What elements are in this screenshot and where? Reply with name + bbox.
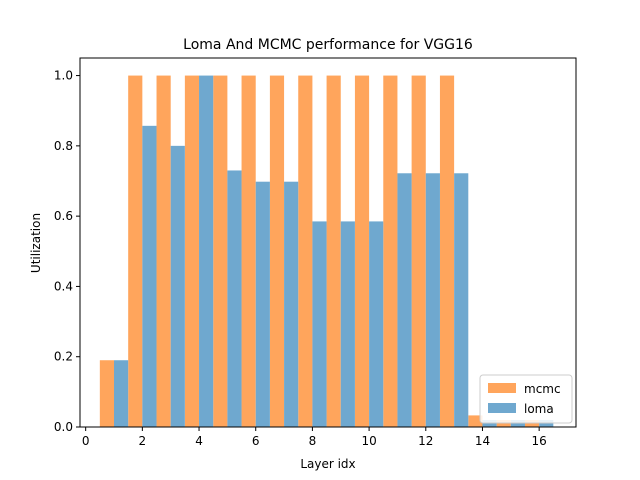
y-axis-label: Utilization	[29, 213, 43, 273]
bar-mcmc-8	[298, 75, 313, 427]
bars-group	[99, 75, 554, 428]
axes-frame	[79, 57, 577, 428]
bar-mcmc-6	[241, 75, 256, 427]
bar-mcmc-9	[326, 75, 341, 427]
x-tick-label: 16	[532, 434, 547, 448]
bar-mcmc-14	[468, 415, 483, 427]
bar-loma-3	[170, 145, 185, 428]
x-ticks: 0 2 4 6 8 10 12 14 16	[82, 427, 547, 448]
bar-loma-4	[199, 75, 214, 427]
x-tick-label: 4	[195, 434, 203, 448]
bar-loma-5	[227, 170, 242, 427]
bar-loma-11	[397, 173, 412, 427]
x-tick-label: 10	[361, 434, 376, 448]
x-tick-label: 6	[252, 434, 260, 448]
y-tick-label: 0.8	[54, 139, 73, 153]
bar-loma-9	[340, 221, 355, 427]
bar-mcmc-11	[383, 75, 398, 427]
legend-label-loma: loma	[524, 402, 554, 416]
bar-mcmc-10	[354, 75, 370, 427]
bar-mcmc-5	[213, 75, 228, 427]
bar-mcmc-3	[156, 75, 171, 427]
bar-mcmc-12	[411, 75, 426, 427]
x-tick-label: 12	[418, 434, 433, 448]
y-tick-label: 0.2	[54, 350, 73, 364]
x-tick-label: 8	[309, 434, 317, 448]
bar-mcmc-2	[128, 75, 143, 427]
bar-mcmc-7	[269, 75, 285, 427]
x-axis-label: Layer idx	[300, 457, 355, 471]
bar-mcmc-13	[439, 75, 455, 427]
y-tick-label: 0.6	[54, 209, 73, 223]
x-tick-label: 14	[475, 434, 490, 448]
y-ticks: 0.0 0.2 0.4 0.6 0.8 1.0	[54, 69, 80, 434]
bar-loma-10	[369, 221, 384, 427]
x-tick-label: 0	[82, 434, 90, 448]
bar-loma-1	[114, 360, 129, 427]
y-tick-label: 0.4	[54, 279, 73, 293]
y-tick-label: 1.0	[54, 69, 73, 83]
legend-label-mcmc: mcmc	[524, 382, 561, 396]
legend: mcmc loma	[479, 374, 573, 424]
legend-swatch-loma	[488, 403, 516, 413]
chart-title: Loma And MCMC performance for VGG16	[183, 37, 473, 53]
bar-mcmc-1	[99, 360, 115, 427]
bar-loma-13	[454, 173, 469, 427]
legend-swatch-mcmc	[488, 383, 516, 393]
bar-loma-2	[142, 125, 157, 427]
bar-loma-6	[255, 181, 270, 427]
bar-loma-8	[312, 221, 327, 427]
bar-mcmc-4	[184, 75, 200, 427]
bar-loma-12	[425, 173, 440, 427]
x-tick-label: 2	[139, 434, 147, 448]
y-tick-label: 0.0	[54, 420, 73, 434]
bar-loma-7	[284, 181, 299, 427]
